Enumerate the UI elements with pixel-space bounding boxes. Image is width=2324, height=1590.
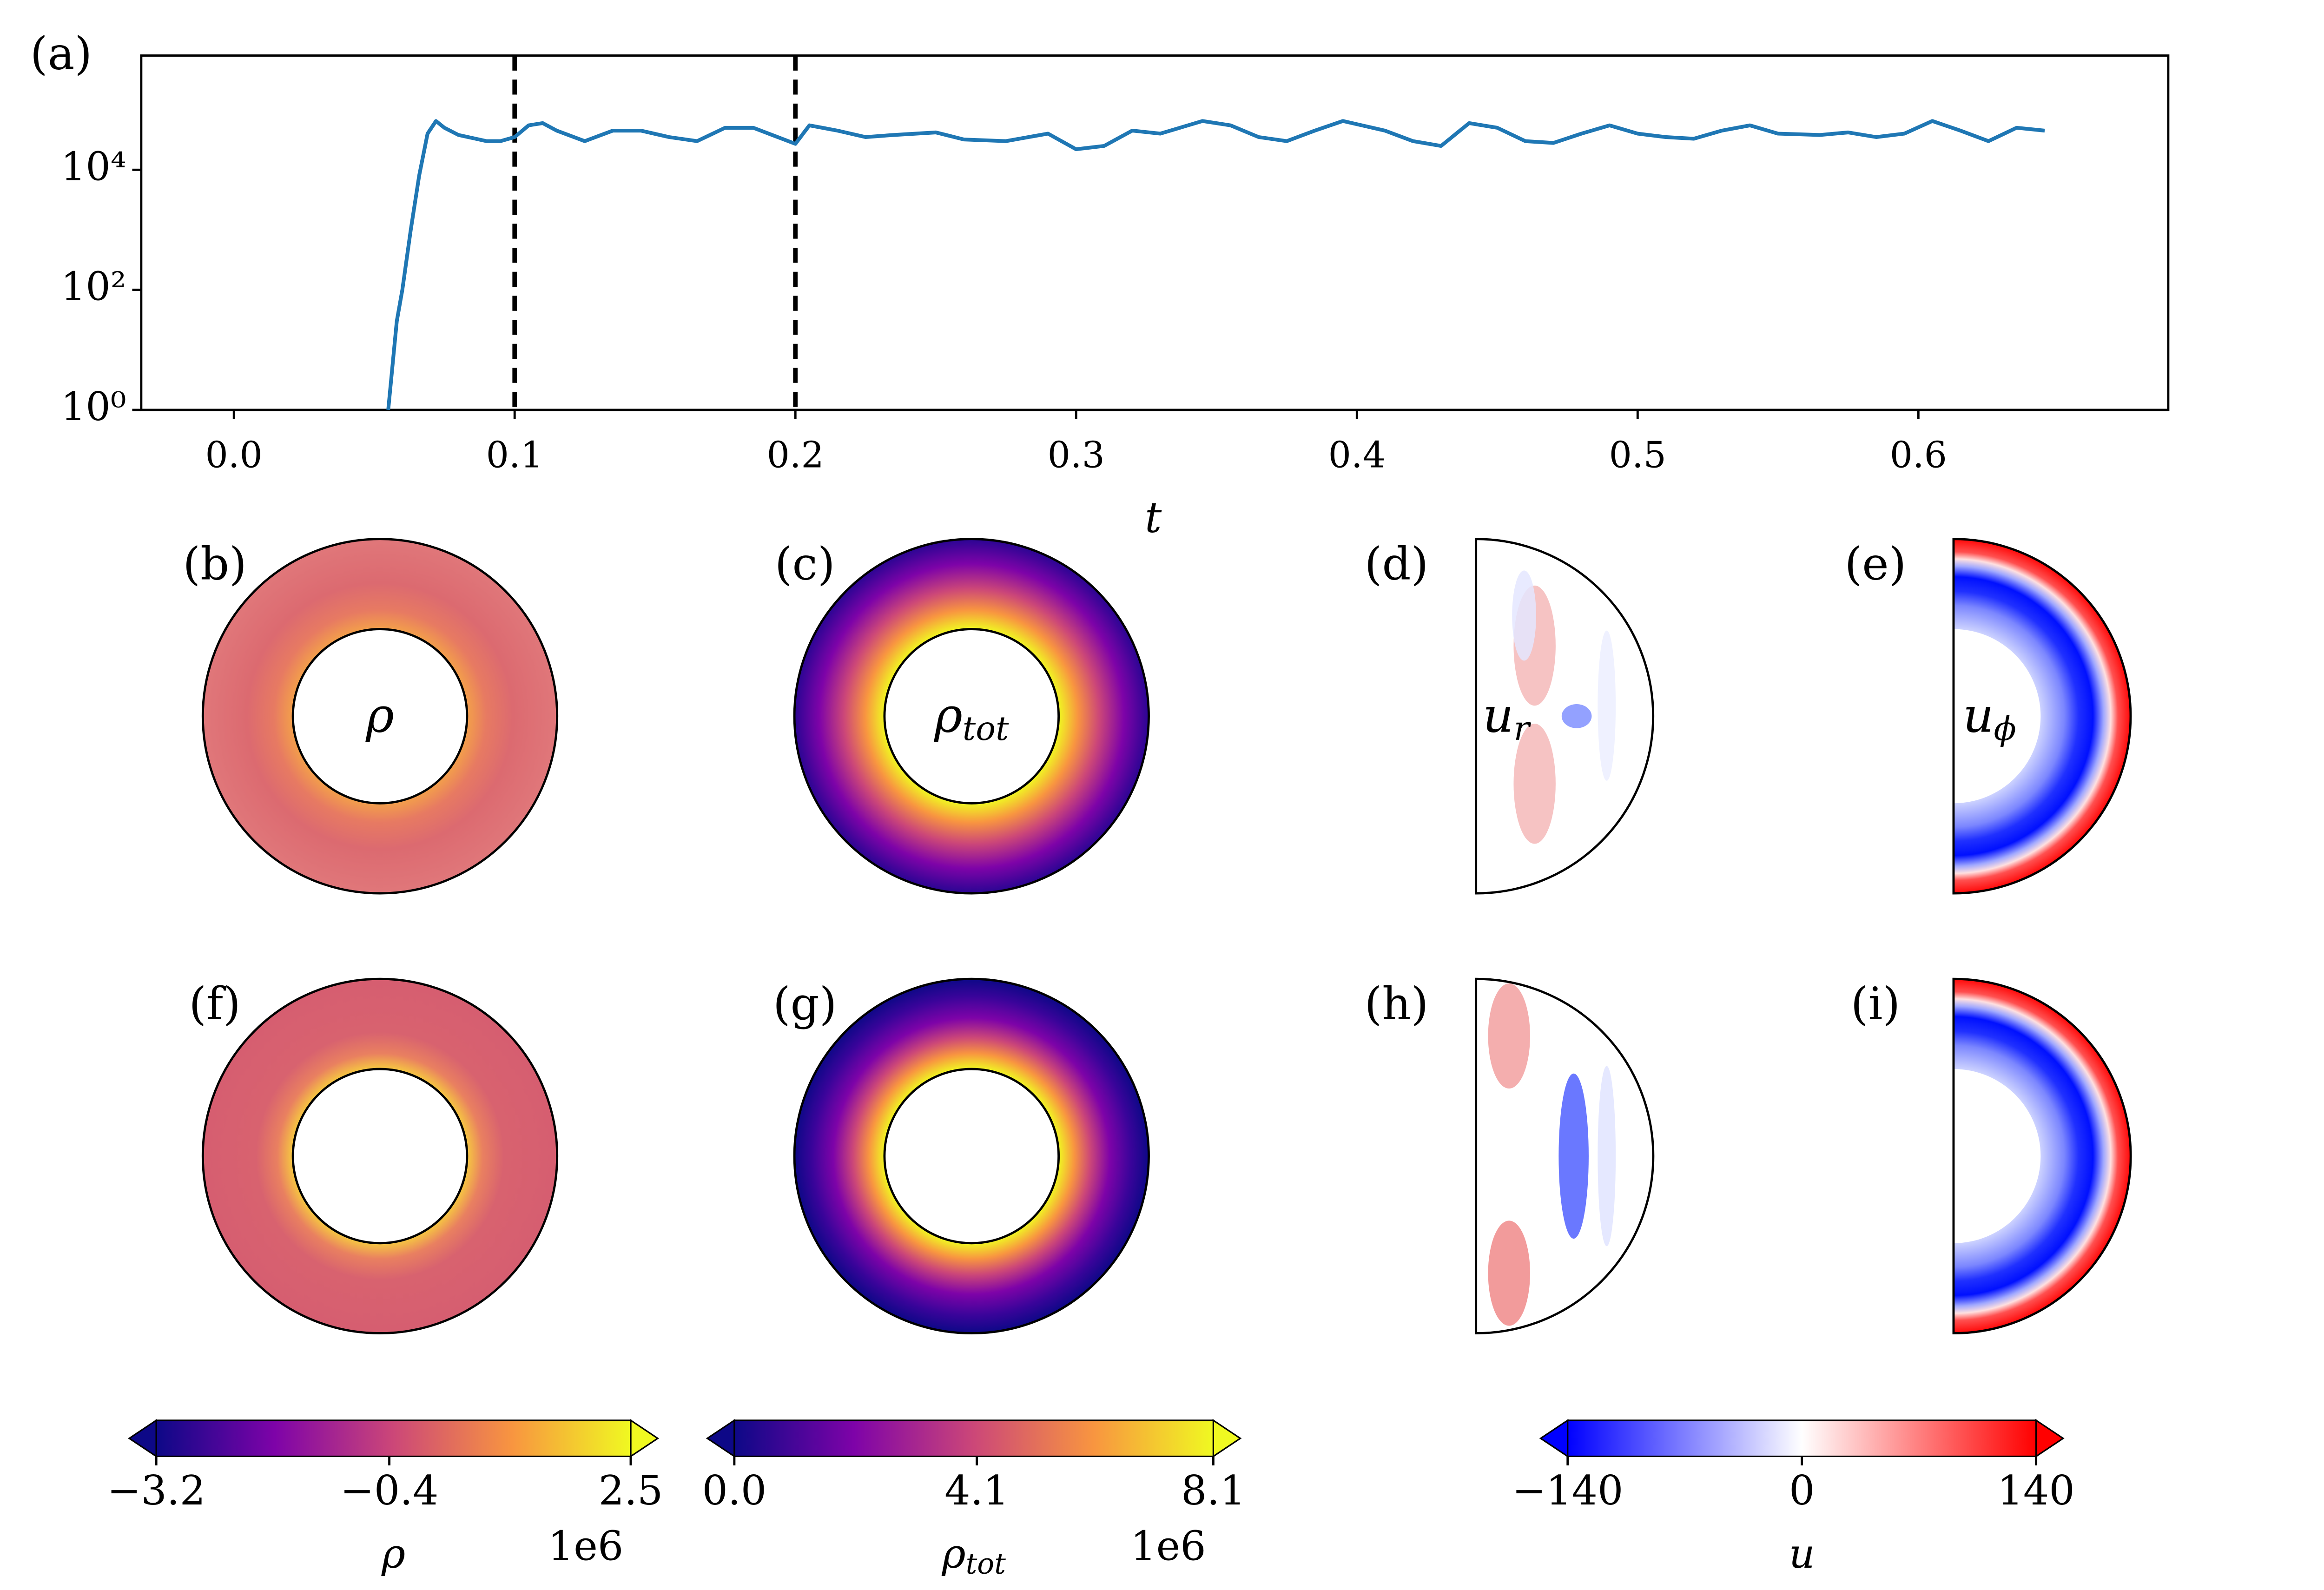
colorbar-extend bbox=[2035, 1418, 2065, 1458]
x-tick-label: 0.4 bbox=[1328, 434, 1386, 476]
panel-label: (i) bbox=[1851, 977, 1901, 1030]
annulus-field bbox=[793, 977, 1150, 1335]
y-tick-label: 10⁰ bbox=[61, 384, 126, 429]
annulus-field bbox=[201, 538, 559, 895]
field-symbol: ur bbox=[1483, 687, 1532, 748]
panel-label: (h) bbox=[1364, 977, 1428, 1030]
colorbar-tick-label: −3.2 bbox=[107, 1467, 205, 1514]
colorbar-label-subscript: tot bbox=[966, 1547, 1006, 1580]
field-symbol-main: ρ bbox=[365, 687, 394, 743]
field-symbol: ρtot bbox=[934, 687, 1009, 748]
plot-frame bbox=[140, 54, 2170, 411]
half-disc-field bbox=[1953, 539, 2131, 894]
colorbar-tick-label: 2.5 bbox=[599, 1467, 663, 1514]
colorbar-label-symbol: ρ bbox=[381, 1530, 405, 1577]
field-symbol-main: ρ bbox=[934, 687, 963, 743]
colorbar-extend bbox=[706, 1418, 735, 1458]
panel-label: (b) bbox=[183, 538, 247, 590]
colorbar-tick-label: 8.1 bbox=[1181, 1467, 1246, 1514]
colorbar-tick-label: 0 bbox=[1789, 1467, 1815, 1514]
annulus-field bbox=[793, 538, 1150, 895]
colorbar bbox=[155, 1419, 632, 1458]
x-tick-label: 0.6 bbox=[1890, 434, 1947, 476]
annulus-field bbox=[201, 977, 559, 1335]
x-tick-label: 0.1 bbox=[486, 434, 543, 476]
colorbar-label-symbol: u bbox=[1789, 1530, 1815, 1577]
field-structure bbox=[1488, 983, 1530, 1089]
half-disc-outline bbox=[1475, 977, 1655, 1335]
data-line bbox=[386, 119, 2045, 410]
panel-label: (f) bbox=[189, 977, 240, 1030]
colorbar-extend bbox=[1539, 1418, 1569, 1458]
panel-label: (c) bbox=[775, 538, 835, 590]
panel-label: (d) bbox=[1365, 538, 1429, 590]
field-structure bbox=[1488, 1221, 1530, 1326]
inner-boundary bbox=[1953, 1069, 2041, 1243]
field-structure bbox=[1561, 704, 1592, 728]
x-tick-label: 0.5 bbox=[1609, 434, 1666, 476]
colorbar-extend bbox=[128, 1418, 157, 1458]
half-disc-field bbox=[1953, 979, 2131, 1333]
field-symbol-subscript: ϕ bbox=[1994, 709, 2016, 748]
colorbar-extend bbox=[1212, 1418, 1242, 1458]
field-symbol-subscript: tot bbox=[963, 709, 1009, 748]
field-structure bbox=[1598, 630, 1616, 781]
inner-boundary bbox=[1953, 629, 2041, 804]
field-symbol: ρ bbox=[365, 687, 394, 743]
panel-label: (e) bbox=[1844, 538, 1906, 590]
colorbar-tick-label: 4.1 bbox=[944, 1467, 1009, 1514]
panel-label: (g) bbox=[773, 977, 837, 1030]
colorbar bbox=[733, 1419, 1214, 1458]
colorbar-extend bbox=[630, 1418, 660, 1458]
x-tick-label: 0.2 bbox=[767, 434, 824, 476]
half-disc-outline bbox=[1475, 538, 1655, 895]
field-symbol-subscript: r bbox=[1514, 709, 1532, 748]
colorbar-tick-label: −0.4 bbox=[340, 1467, 439, 1514]
panel-label: (a) bbox=[30, 27, 92, 79]
colorbar-label-symbol: ρ bbox=[941, 1530, 965, 1577]
colorbar-offset: 1e6 bbox=[1130, 1523, 1206, 1570]
colorbar-label: ρ bbox=[381, 1530, 405, 1577]
field-structure bbox=[1512, 570, 1536, 661]
colorbar bbox=[1567, 1419, 2037, 1458]
colorbar-tick-label: 140 bbox=[1997, 1467, 2074, 1514]
colorbar-offset: 1e6 bbox=[548, 1523, 624, 1570]
x-axis-label: t bbox=[1145, 493, 1162, 542]
field-symbol: uϕ bbox=[1963, 687, 2016, 748]
colorbar-tick-label: −140 bbox=[1512, 1467, 1624, 1514]
x-tick-label: 0.3 bbox=[1048, 434, 1105, 476]
colorbar-label: u bbox=[1789, 1530, 1815, 1577]
field-symbol-main: u bbox=[1483, 687, 1514, 743]
field-structure bbox=[1513, 724, 1556, 844]
x-tick-label: 0.0 bbox=[205, 434, 263, 476]
field-symbol-main: u bbox=[1963, 687, 1994, 743]
y-tick-label: 10² bbox=[61, 264, 126, 310]
half-disc-outline bbox=[1952, 977, 2132, 1335]
half-disc-outline bbox=[1952, 538, 2132, 895]
field-structure bbox=[1598, 1066, 1616, 1247]
y-tick-label: 10⁴ bbox=[61, 144, 126, 189]
colorbar-label: ρtot bbox=[941, 1530, 1006, 1581]
field-structure bbox=[1558, 1073, 1589, 1239]
colorbar-tick-label: 0.0 bbox=[702, 1467, 767, 1514]
